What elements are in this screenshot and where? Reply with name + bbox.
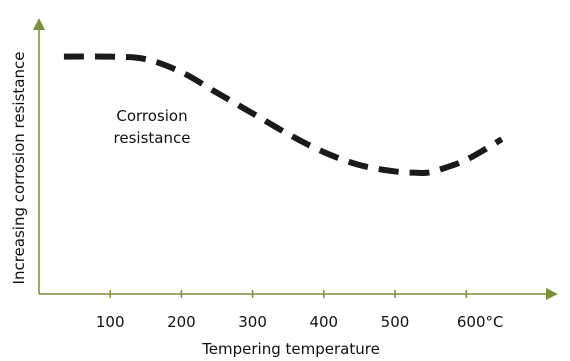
x-tick-label: 600°C xyxy=(457,313,504,331)
x-tick-label: 300 xyxy=(238,313,267,331)
annotation-corrosion-resistance: Corrosion resistance xyxy=(114,107,191,147)
annotation-line: Corrosion xyxy=(116,107,187,125)
y-axis-title: Increasing corrosion resistance xyxy=(10,52,28,285)
x-tick-label: 200 xyxy=(167,313,196,331)
x-tick-label: 100 xyxy=(96,313,125,331)
series-line-corrosion-resistance xyxy=(63,53,504,176)
x-ticks: 100 200 300 400 500 600°C xyxy=(96,290,504,331)
y-axis-arrow xyxy=(33,18,45,30)
axes xyxy=(33,18,558,300)
x-tick-label: 500 xyxy=(381,313,410,331)
x-tick-label: 400 xyxy=(309,313,338,331)
x-axis-arrow xyxy=(546,288,558,300)
annotation-line: resistance xyxy=(114,129,191,147)
x-axis-title: Tempering temperature xyxy=(201,340,380,358)
